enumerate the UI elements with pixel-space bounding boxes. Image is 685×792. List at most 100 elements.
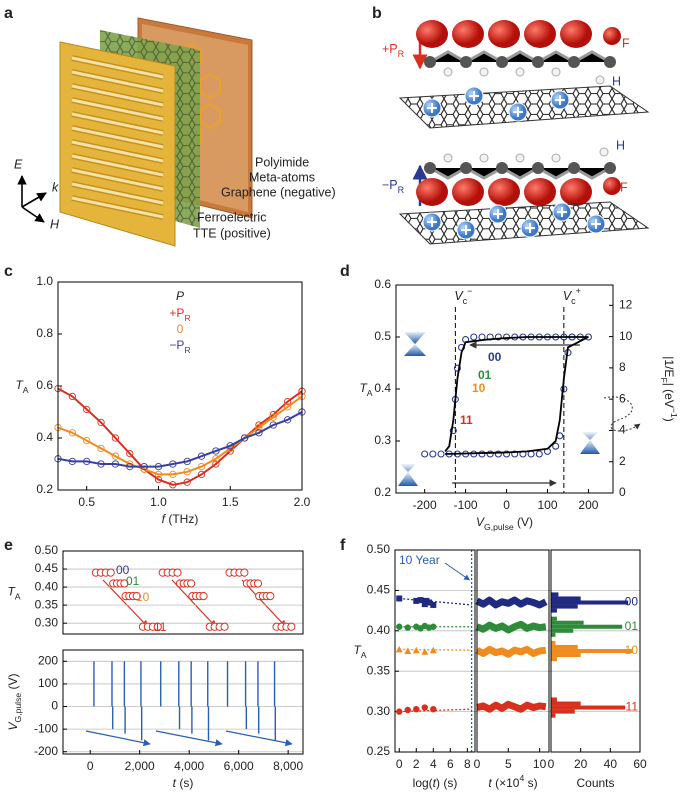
- y-tick-label: 0.2: [36, 482, 53, 496]
- data-point: [396, 623, 403, 630]
- label-part: −P: [169, 338, 184, 352]
- y-tick-label: -200: [34, 744, 58, 758]
- data-point: [552, 442, 560, 450]
- axis-symbol: E: [14, 157, 23, 171]
- data-point: [253, 579, 263, 588]
- label-part: A: [367, 388, 373, 398]
- state-label: 11: [460, 413, 473, 427]
- data-point: [68, 429, 77, 437]
- y-tick-label: 0.4: [374, 381, 391, 395]
- panel-label: b: [372, 5, 382, 22]
- fit-line: [57, 387, 303, 486]
- y-tick-label: 0.45: [35, 561, 59, 575]
- extrapolation: [399, 597, 472, 606]
- panel-label: e: [4, 537, 13, 554]
- layer-label: Polyimide: [255, 155, 309, 169]
- data-point: [83, 405, 91, 414]
- label-part: |1/E: [662, 356, 676, 377]
- y-tick-label: 0.35: [35, 597, 59, 611]
- x-tick-label: 4,000: [174, 759, 204, 773]
- plot-frame: [62, 550, 304, 635]
- state-label: 11: [626, 700, 639, 714]
- y2-tick-label: 6: [619, 391, 626, 405]
- data-point: [413, 597, 420, 604]
- y-axis-label: TA: [7, 585, 20, 602]
- x-tick-label: 0: [548, 757, 555, 771]
- y-tick-label: 0.40: [367, 623, 391, 637]
- data-point: [197, 470, 206, 479]
- label-part: A: [15, 592, 21, 602]
- data-point: [470, 333, 478, 341]
- data-point: [240, 568, 249, 577]
- fit-line: [445, 336, 589, 455]
- histogram-bar: [551, 713, 556, 718]
- axis-symbol: H: [50, 217, 60, 231]
- data-point: [426, 599, 433, 606]
- data-point: [421, 450, 429, 458]
- y-tick-label: 0.6: [36, 378, 53, 392]
- x-tick-label: 2.0: [294, 495, 311, 509]
- y-tick-label: 0.45: [367, 583, 391, 597]
- data-point: [132, 592, 141, 601]
- label-part: c: [571, 296, 576, 306]
- data-point: [404, 647, 412, 654]
- data-point: [68, 392, 77, 401]
- label-part: R: [184, 313, 190, 323]
- data-point: [283, 397, 292, 406]
- y2-tick-label: 12: [619, 298, 633, 312]
- polarization-label: +PR: [382, 42, 405, 59]
- data-point: [287, 622, 296, 631]
- molecule-diagram: [398, 20, 650, 245]
- x-tick-label: 40: [604, 757, 618, 771]
- x-tick-label: 20: [574, 757, 588, 771]
- data-point: [106, 568, 115, 577]
- data-point: [395, 645, 403, 653]
- plot-frame: [394, 549, 476, 753]
- data-point: [199, 592, 208, 601]
- histogram-bar: [551, 657, 557, 662]
- state-label: 00: [116, 563, 130, 577]
- histogram-bar: [551, 701, 581, 706]
- state-label: 00: [488, 350, 502, 364]
- y-tick-label: 0.3: [374, 433, 391, 447]
- device-diagram: [17, 17, 253, 247]
- data-point: [283, 403, 292, 411]
- histogram-bar: [551, 628, 574, 633]
- label-part: A: [23, 385, 29, 395]
- data-point: [535, 450, 543, 458]
- threshold-label: Vc+: [563, 286, 581, 306]
- x-tick-label: 1.0: [150, 495, 167, 509]
- y-tick-label: 0.2: [374, 485, 391, 499]
- plot-frame: [550, 549, 641, 753]
- data-point: [120, 579, 129, 588]
- x-tick-label: -100: [454, 498, 478, 512]
- panel-label: d: [340, 263, 350, 280]
- legend-entry: +PR: [169, 306, 190, 323]
- data-point: [430, 705, 437, 713]
- label-part: A: [361, 650, 367, 660]
- data-point: [173, 568, 182, 577]
- histogram-bar: [551, 596, 581, 601]
- label-part: t: [433, 776, 437, 790]
- y2-tick-label: 0: [619, 485, 626, 499]
- state-label: 01: [126, 574, 140, 588]
- label-part: G,pulse: [13, 693, 23, 723]
- y-axis-label: TA: [15, 378, 28, 395]
- histogram-bar: [551, 644, 578, 649]
- label-part: (V): [6, 673, 20, 692]
- atom-label: H: [612, 74, 621, 88]
- label-part: t: [173, 776, 177, 790]
- data-point: [212, 460, 220, 468]
- histogram-bar: [551, 624, 623, 629]
- atom-label: F: [622, 36, 630, 50]
- label-part: +: [576, 286, 581, 296]
- y-tick-label: 0.40: [35, 579, 59, 593]
- panel-label: f: [340, 537, 346, 554]
- x-tick-label: 6,000: [224, 759, 254, 773]
- label-part: T: [7, 585, 16, 599]
- data-point: [269, 421, 277, 429]
- label-part: V: [6, 722, 20, 731]
- atom-label: F: [620, 180, 628, 194]
- data-point: [511, 450, 519, 458]
